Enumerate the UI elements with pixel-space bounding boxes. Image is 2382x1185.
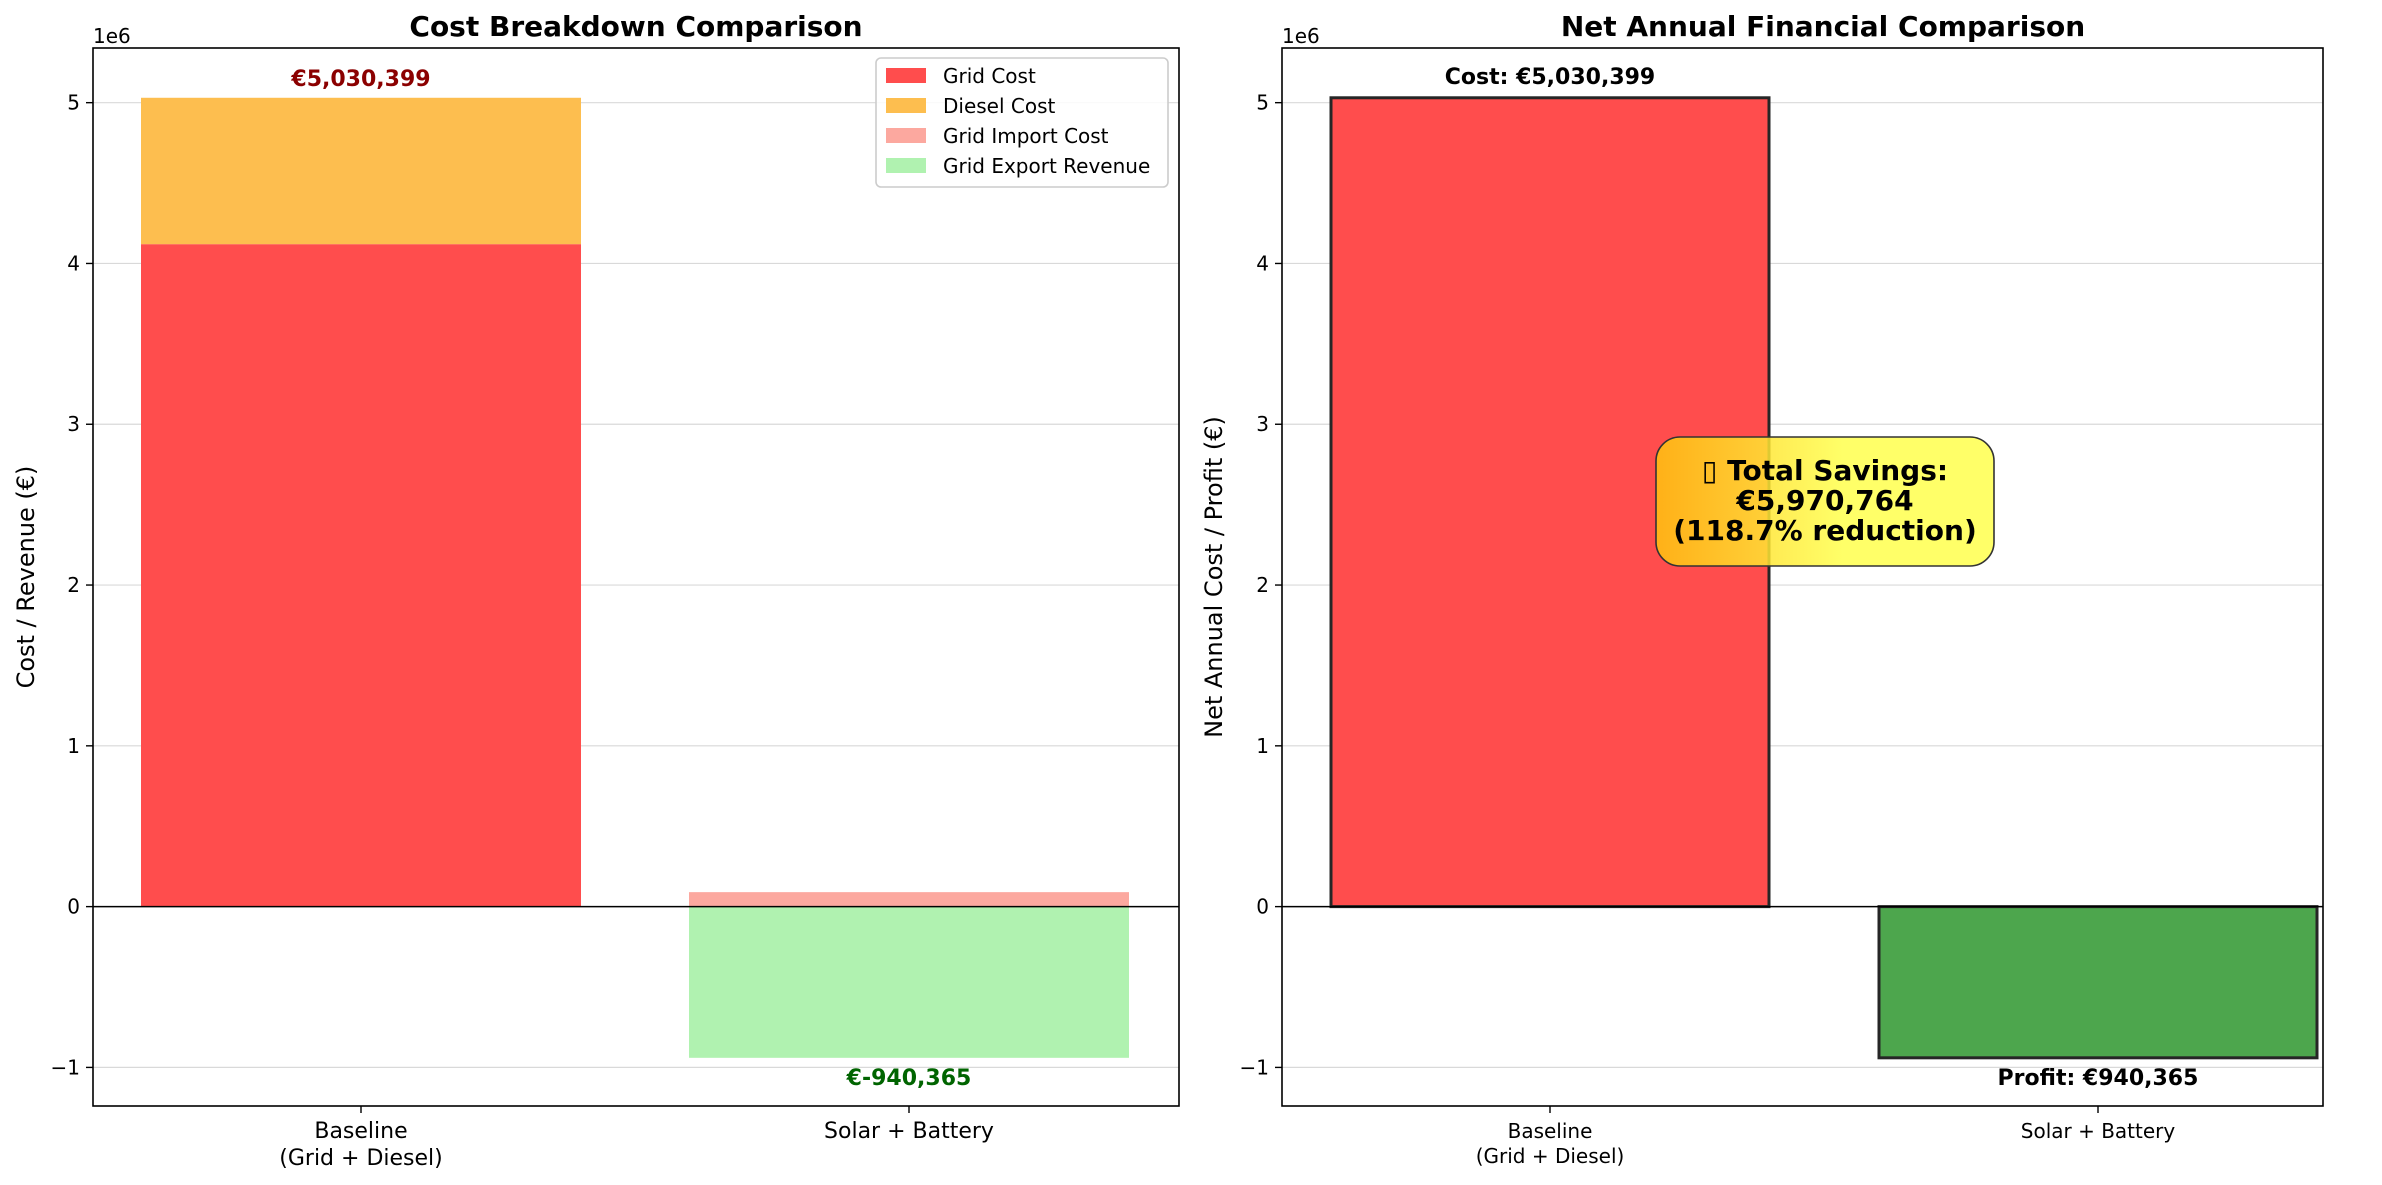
y-tick-label: 5 (67, 91, 80, 115)
y-tick-label: 3 (1256, 412, 1269, 436)
data-label: Profit: €940,365 (1998, 1066, 2199, 1091)
legend-swatch (886, 98, 926, 113)
data-label: Cost: €5,030,399 (1445, 65, 1656, 90)
legend-frame (875, 57, 1169, 188)
legend-swatch (886, 68, 926, 83)
callout-box (1655, 436, 1995, 567)
bar-segment (689, 892, 1129, 907)
legend-swatch (886, 158, 926, 173)
bar-segment (141, 97, 581, 245)
data-label: €-940,365 (846, 1066, 972, 1091)
y-axis-ticks: −1 0 1 2 3 4 5 (51, 91, 93, 1079)
legend-label: Diesel Cost (943, 94, 1056, 118)
bar-segment (141, 244, 581, 907)
legend-label: Grid Import Cost (943, 124, 1109, 148)
x-axis-ticks: Baseline(Grid + Diesel) Solar + Battery (279, 1106, 994, 1171)
y-tick-label: 2 (1256, 573, 1269, 597)
callout-line-3: (118.7% reduction) (1673, 514, 1977, 547)
x-tick-label: Baseline (314, 1119, 407, 1144)
legend-label: Grid Cost (943, 64, 1036, 88)
data-label: €5,030,399 (290, 67, 430, 92)
y-tick-label: 4 (1256, 251, 1269, 275)
bar (1877, 905, 2319, 1060)
y-tick-label: −1 (1240, 1055, 1269, 1079)
savings-callout: ▯ Total Savings: €5,970,764 (118.7% redu… (1655, 436, 1995, 567)
y-tick-label: −1 (51, 1055, 80, 1079)
net-financial-chart: Net Annual Financial Comparison 1e6 −1 0 1… (1200, 10, 2324, 1168)
x-tick-label: Baseline (1508, 1119, 1593, 1143)
callout-line-2: €5,970,764 (1735, 484, 1913, 517)
bars (141, 97, 1129, 1058)
y-tick-label: 1 (67, 734, 80, 758)
legend-swatch (886, 128, 926, 143)
plot-frame (92, 47, 1180, 1107)
x-tick-label: Solar + Battery (2021, 1119, 2176, 1143)
y-axis-label: Net Annual Cost / Profit (€) (1200, 416, 1228, 738)
bar-segment (689, 906, 1129, 1058)
bars (1329, 96, 2319, 1060)
cost-breakdown-chart: Cost Breakdown Comparison 1e6 −1 0 1 2 3 4 5 B… (12, 10, 1180, 1171)
offset-text: 1e6 (93, 24, 131, 48)
chart-title: Net Annual Financial Comparison (1561, 10, 2085, 43)
y-tick-label: 5 (1256, 91, 1269, 115)
x-tick-label: (Grid + Diesel) (1476, 1144, 1625, 1168)
y-tick-label: 0 (67, 895, 80, 919)
y-tick-label: 1 (1256, 734, 1269, 758)
y-tick-label: 4 (67, 251, 80, 275)
legend: Grid Cost Diesel Cost Grid Import Cost G… (875, 57, 1169, 188)
x-tick-label: Solar + Battery (824, 1119, 994, 1144)
callout-line-1: ▯ Total Savings: (1702, 454, 1948, 487)
plot-frame (1281, 47, 2324, 1107)
data-labels: €5,030,399 €-940,365 (290, 67, 971, 1091)
y-axis-label: Cost / Revenue (€) (12, 466, 40, 689)
y-tick-label: 0 (1256, 895, 1269, 919)
y-axis-ticks: −1 0 1 2 3 4 5 (1240, 91, 1282, 1079)
data-labels: Cost: €5,030,399 Profit: €940,365 (1445, 65, 2199, 1091)
x-tick-label: (Grid + Diesel) (279, 1146, 442, 1171)
offset-text: 1e6 (1282, 24, 1320, 48)
legend-label: Grid Export Revenue (943, 154, 1150, 178)
y-tick-label: 3 (67, 412, 80, 436)
y-tick-label: 2 (67, 573, 80, 597)
x-axis-ticks: Baseline(Grid + Diesel) Solar + Battery (1476, 1106, 2176, 1168)
chart-title: Cost Breakdown Comparison (409, 10, 862, 43)
